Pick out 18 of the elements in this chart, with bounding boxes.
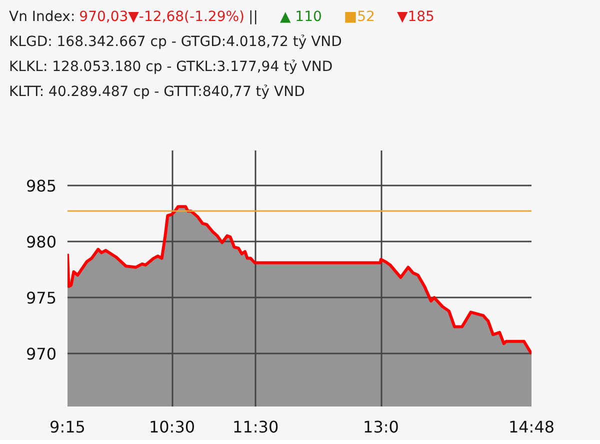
x-tick-label: 9:15 — [50, 418, 86, 436]
y-tick-label: 985 — [26, 176, 57, 196]
text: KLKL: 128.053.180 cp - GTKL:3.177,94 tỷ VND — [9, 59, 333, 75]
text: KLGD: 168.342.667 cp - GTGD:4.018,72 tỷ VND — [9, 34, 342, 50]
y-tick-label: 970 — [26, 344, 57, 364]
text: ■52 — [344, 9, 375, 25]
y-tick-label: 980 — [26, 232, 57, 252]
x-tick-label: 11:30 — [232, 418, 279, 436]
x-tick-label: 14:48 — [508, 418, 555, 436]
y-tick-label: 975 — [26, 288, 57, 308]
text: || — [248, 9, 258, 25]
text: ▲ 110 — [280, 9, 322, 25]
text: ▼185 — [396, 9, 434, 25]
text: KLTT: 40.289.487 cp - GTTT:840,77 tỷ VND — [9, 84, 305, 100]
chart-title: Vn Index: — [9, 9, 76, 25]
x-tick-label: 13:0 — [363, 418, 399, 436]
x-tick-label: 10:30 — [148, 418, 196, 436]
text: 970,03▼-12,68(-1.29%) — [79, 9, 245, 25]
